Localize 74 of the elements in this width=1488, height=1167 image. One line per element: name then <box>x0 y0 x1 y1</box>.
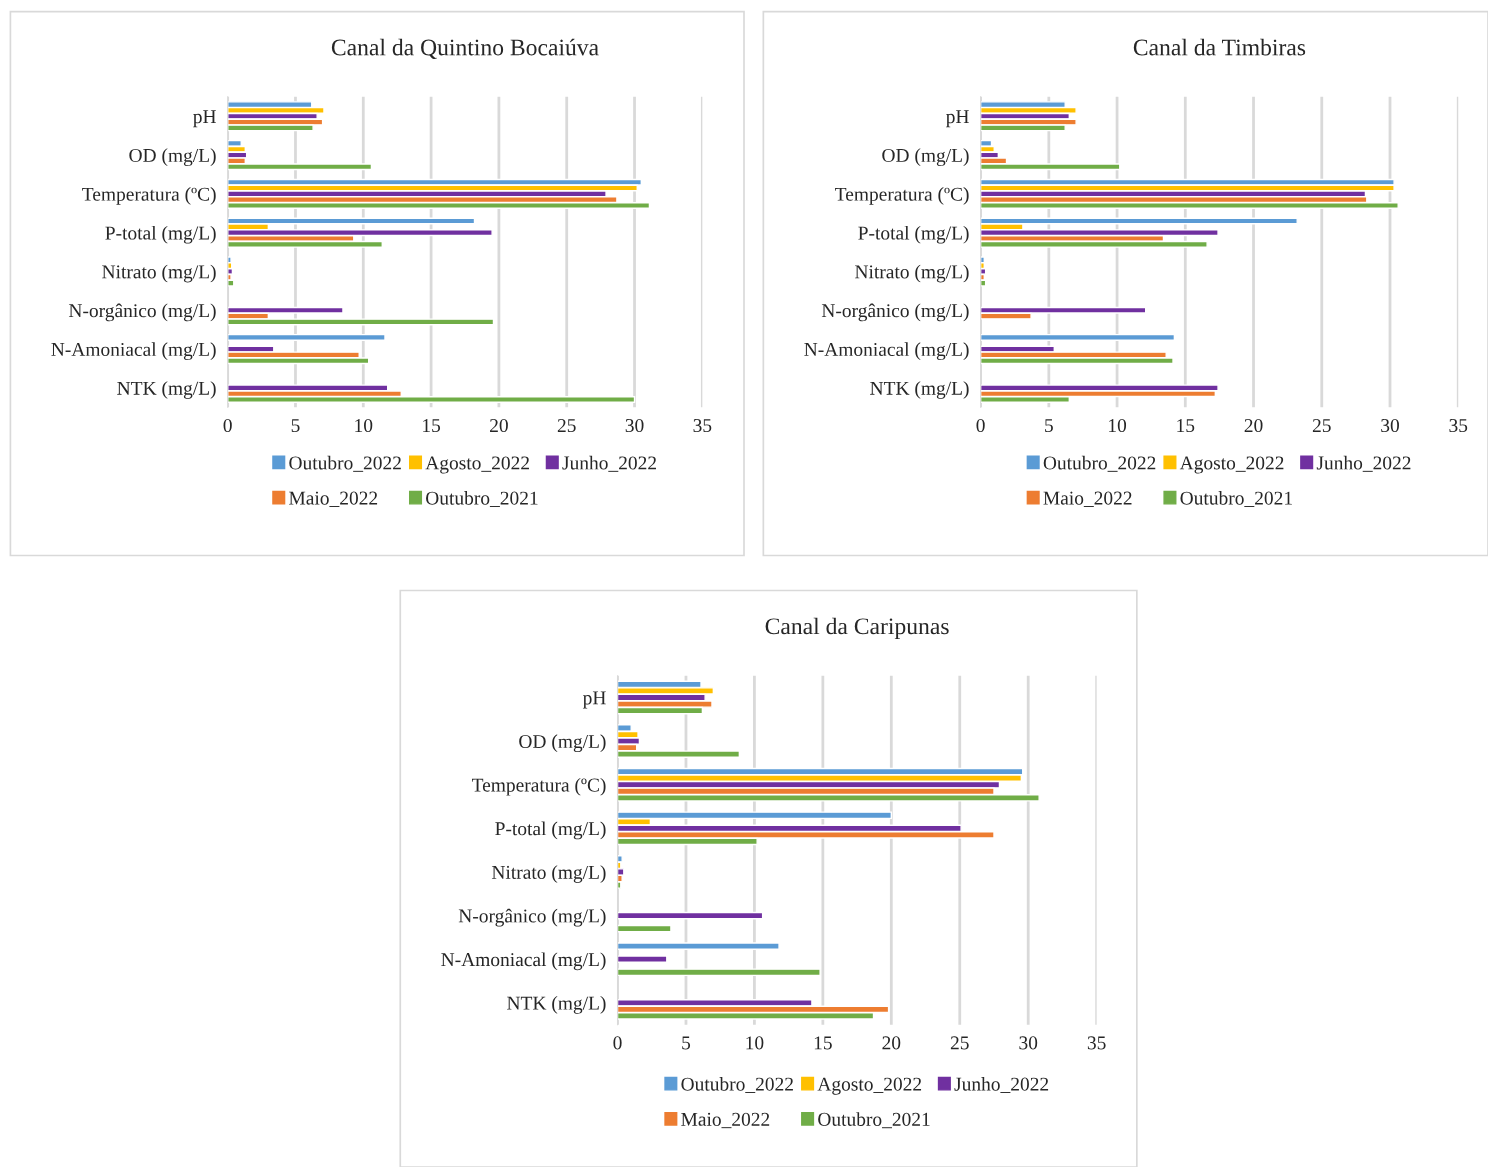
y-tick-label: N-orgânico (mg/L) <box>68 303 216 322</box>
x-tick-label: 5 <box>291 419 300 433</box>
y-tick-label: P-total (mg/L) <box>495 821 606 840</box>
x-tick-label: 35 <box>693 419 712 433</box>
legend-label: Junho_2022 <box>562 455 656 472</box>
x-tick-label: 30 <box>1381 418 1399 433</box>
x-tick-label: 15 <box>1177 419 1195 433</box>
x-tick-label: 30 <box>625 418 644 433</box>
x-tick-label: 30 <box>1019 1036 1038 1050</box>
chart-title: Canal da Caripunas <box>765 617 949 640</box>
x-tick-label: 35 <box>1087 1036 1106 1050</box>
x-tick-label: 20 <box>882 1036 901 1050</box>
x-tick-label: 10 <box>1109 418 1127 433</box>
y-tick-label: Temperatura (ºC) <box>835 187 969 205</box>
x-tick-label: 10 <box>746 1036 764 1050</box>
bar <box>617 942 780 950</box>
y-tick-label: Nitrato (mg/L) <box>102 264 216 283</box>
y-tick-label: P-total (mg/L) <box>105 225 216 244</box>
legend-label: Agosto_2022 <box>425 456 529 474</box>
legend-label: Agosto_2022 <box>1179 456 1284 474</box>
x-tick-label: 5 <box>682 1036 691 1050</box>
y-tick-label: N-orgânico (mg/L) <box>821 303 969 322</box>
y-tick-label: NTK (mg/L) <box>117 381 216 399</box>
bar <box>980 333 1176 341</box>
x-tick-label: 5 <box>1045 419 1053 433</box>
chart-title: Canal da Timbiras <box>1133 38 1306 56</box>
x-tick-label: 0 <box>976 418 985 433</box>
y-tick-label: N-orgânico (mg/L) <box>458 908 606 927</box>
x-tick-label: 15 <box>423 419 441 433</box>
x-tick-label: 20 <box>1244 418 1263 433</box>
y-tick-label: N-Amoniacal (mg/L) <box>441 952 606 971</box>
chart-title: Canal da Quintino Bocaiúva <box>331 38 599 60</box>
y-tick-label: pH <box>193 110 216 128</box>
x-tick-label: 0 <box>223 418 232 433</box>
x-tick-label: 20 <box>490 418 508 433</box>
legend-label: Outubro_2021 <box>426 491 538 508</box>
y-tick-label: pH <box>582 691 606 709</box>
bar <box>617 911 764 920</box>
x-tick-label: 25 <box>1312 419 1331 433</box>
legend-label: Maio_2022 <box>1043 491 1132 507</box>
y-tick-label: N-Amoniacal (mg/L) <box>51 342 216 361</box>
x-tick-label: 0 <box>613 1036 622 1050</box>
legend-label: Outubro_2021 <box>818 1112 930 1129</box>
legend-label: Outubro_2021 <box>1180 491 1292 508</box>
legend-label: Outubro_2022 <box>1043 455 1156 472</box>
y-tick-label: OD (mg/L) <box>519 734 606 753</box>
y-tick-label: NTK (mg/L) <box>870 381 969 399</box>
legend-label: Maio_2022 <box>681 1112 770 1129</box>
legend-label: Maio_2022 <box>289 491 378 507</box>
bar <box>617 968 821 977</box>
bar <box>227 306 344 314</box>
bar <box>227 333 386 341</box>
y-tick-label: OD (mg/L) <box>882 148 969 167</box>
x-tick-label: 10 <box>355 418 373 433</box>
legend-label: Outubro_2022 <box>681 1077 793 1094</box>
bar <box>617 924 672 933</box>
y-tick-label: Nitrato (mg/L) <box>491 865 606 883</box>
y-tick-label: Nitrato (mg/L) <box>855 264 969 283</box>
legend-label: Agosto_2022 <box>817 1077 922 1095</box>
y-tick-label: N-Amoniacal (mg/L) <box>804 342 969 361</box>
legend-label: Junho_2022 <box>954 1077 1049 1094</box>
legend-label: Outubro_2022 <box>289 455 401 472</box>
y-tick-label: Temperatura (ºC) <box>82 187 216 205</box>
y-tick-label: OD (mg/L) <box>129 148 216 167</box>
y-tick-label: P-total (mg/L) <box>858 225 969 244</box>
y-tick-label: Temperatura (ºC) <box>471 777 606 796</box>
x-tick-label: 35 <box>1449 419 1468 433</box>
x-tick-label: 25 <box>557 419 576 433</box>
x-tick-label: 15 <box>814 1036 832 1050</box>
y-tick-label: NTK (mg/L) <box>507 996 606 1014</box>
legend-label: Junho_2022 <box>1316 455 1411 472</box>
y-tick-label: pH <box>946 110 969 128</box>
x-tick-label: 25 <box>950 1036 969 1050</box>
bar <box>617 955 668 964</box>
